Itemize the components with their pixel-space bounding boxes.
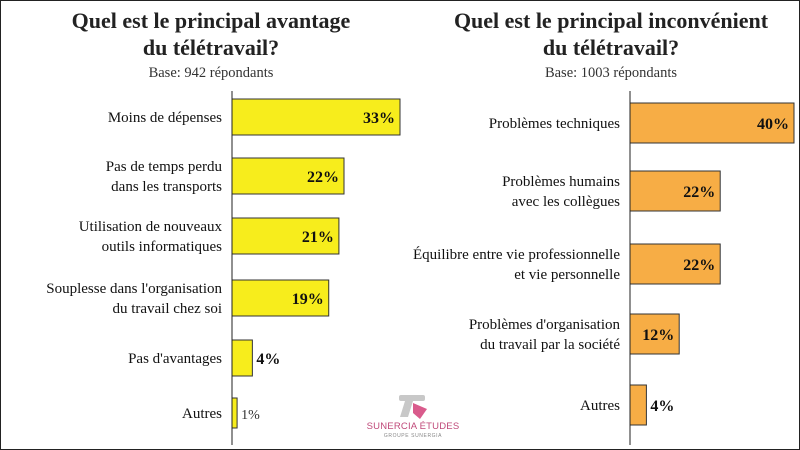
data-label-1-3: 12%	[642, 327, 674, 344]
tick-label-line-1-3-1: du travail par la société	[480, 337, 620, 353]
logo-mark-icon	[399, 395, 427, 419]
tick-label-line-0-2-0: Utilisation de nouveaux	[79, 219, 223, 235]
tick-label-1-0: Problèmes techniques	[489, 116, 620, 132]
left-title-line2: du télétravail?	[142, 35, 280, 60]
tick-label-0-2: Utilisation de nouveaux outils informatiq…	[79, 219, 223, 255]
right-title-line2: du télétravail?	[542, 35, 680, 60]
bar-0-5	[231, 397, 238, 429]
logo-name: SUNERCIA ÉTUDES	[366, 421, 460, 432]
tick-label-line-1-1-1: avec les collègues	[512, 194, 620, 210]
bar-1-0	[629, 102, 795, 144]
tick-label-1-1: Problèmes humains avec les collègues	[502, 174, 620, 210]
tick-label-line-0-3-1: du travail chez soi	[112, 301, 222, 317]
tick-label-line-0-1-0: Pas de temps perdu	[106, 159, 223, 175]
tick-label-line-1-4-0: Autres	[580, 398, 620, 414]
tick-label-0-3: Souplesse dans l'organisation du travail …	[46, 281, 222, 317]
left-chart-title: Quel est le principal avantage du télétr…	[41, 7, 381, 61]
bar-1-2	[629, 243, 721, 285]
data-label-1-0: 40%	[757, 116, 789, 133]
tick-label-line-1-3-0: Problèmes d'organisation	[469, 317, 621, 333]
bar-0-3	[231, 279, 330, 317]
right-chart-subtitle: Base: 1003 répondants	[544, 65, 678, 81]
tick-label-line-0-5-0: Autres	[182, 406, 222, 422]
bar-0-2	[231, 217, 340, 255]
tick-label-line-0-1-1: dans les transports	[111, 179, 222, 195]
data-label-0-1: 22%	[307, 169, 339, 186]
bar-1-1	[629, 170, 721, 212]
tick-label-1-2: Équilibre entre vie professionnelle et vi…	[413, 246, 620, 283]
left-title-line1: Quel est le principal avantage	[71, 8, 351, 33]
tick-label-line-0-0-0: Moins de dépenses	[108, 110, 222, 126]
data-label-0-3: 19%	[292, 291, 324, 308]
tick-label-1-3: Problèmes d'organisation du travail par l…	[469, 317, 621, 353]
tick-label-line-0-4-0: Pas d'avantages	[128, 351, 222, 367]
data-label-1-1: 22%	[683, 184, 715, 201]
data-label-1-2: 22%	[683, 257, 715, 274]
tick-label-0-5: Autres	[182, 406, 222, 422]
right-chart-title: Quel est le principal inconvénient du té…	[421, 7, 800, 61]
tick-label-line-0-3-0: Souplesse dans l'organisation	[46, 281, 222, 297]
sunercia-logo: SUNERCIA ÉTUDES GROUPE SUNERGIA	[358, 393, 468, 443]
bar-1-4	[629, 384, 647, 426]
tick-label-0-1: Pas de temps perdu dans les transports	[106, 159, 223, 195]
data-label-1-4: 4%	[650, 398, 674, 415]
bar-0-4	[231, 339, 253, 377]
chart-0: 33% Moins de dépenses 22% Pas de temps perd…	[46, 91, 401, 445]
tick-label-0-0: Moins de dépenses	[108, 110, 222, 126]
data-label-0-4: 4%	[256, 351, 280, 368]
tick-label-line-1-2-0: Équilibre entre vie professionnelle	[413, 246, 620, 263]
tick-label-line-1-1-0: Problèmes humains	[502, 174, 620, 190]
chart-1: 40% Problèmes techniques 22% Problèmes huma…	[413, 91, 795, 445]
data-label-0-2: 21%	[302, 229, 334, 246]
tick-label-0-4: Pas d'avantages	[128, 351, 222, 367]
tick-label-1-4: Autres	[580, 398, 620, 414]
left-chart-subtitle: Base: 942 répondants	[148, 65, 274, 81]
tick-label-line-1-0-0: Problèmes techniques	[489, 116, 620, 132]
bar-0-0	[231, 98, 401, 136]
data-label-0-0: 33%	[363, 110, 395, 127]
right-title-line1: Quel est le principal inconvénient	[453, 8, 769, 33]
bar-1-3	[629, 313, 680, 355]
logo-subtitle: GROUPE SUNERGIA	[383, 433, 443, 439]
data-label-0-5: 1%	[241, 408, 260, 423]
tick-label-line-0-2-1: outils informatiques	[102, 239, 223, 255]
tick-label-line-1-2-1: et vie personnelle	[514, 267, 620, 283]
